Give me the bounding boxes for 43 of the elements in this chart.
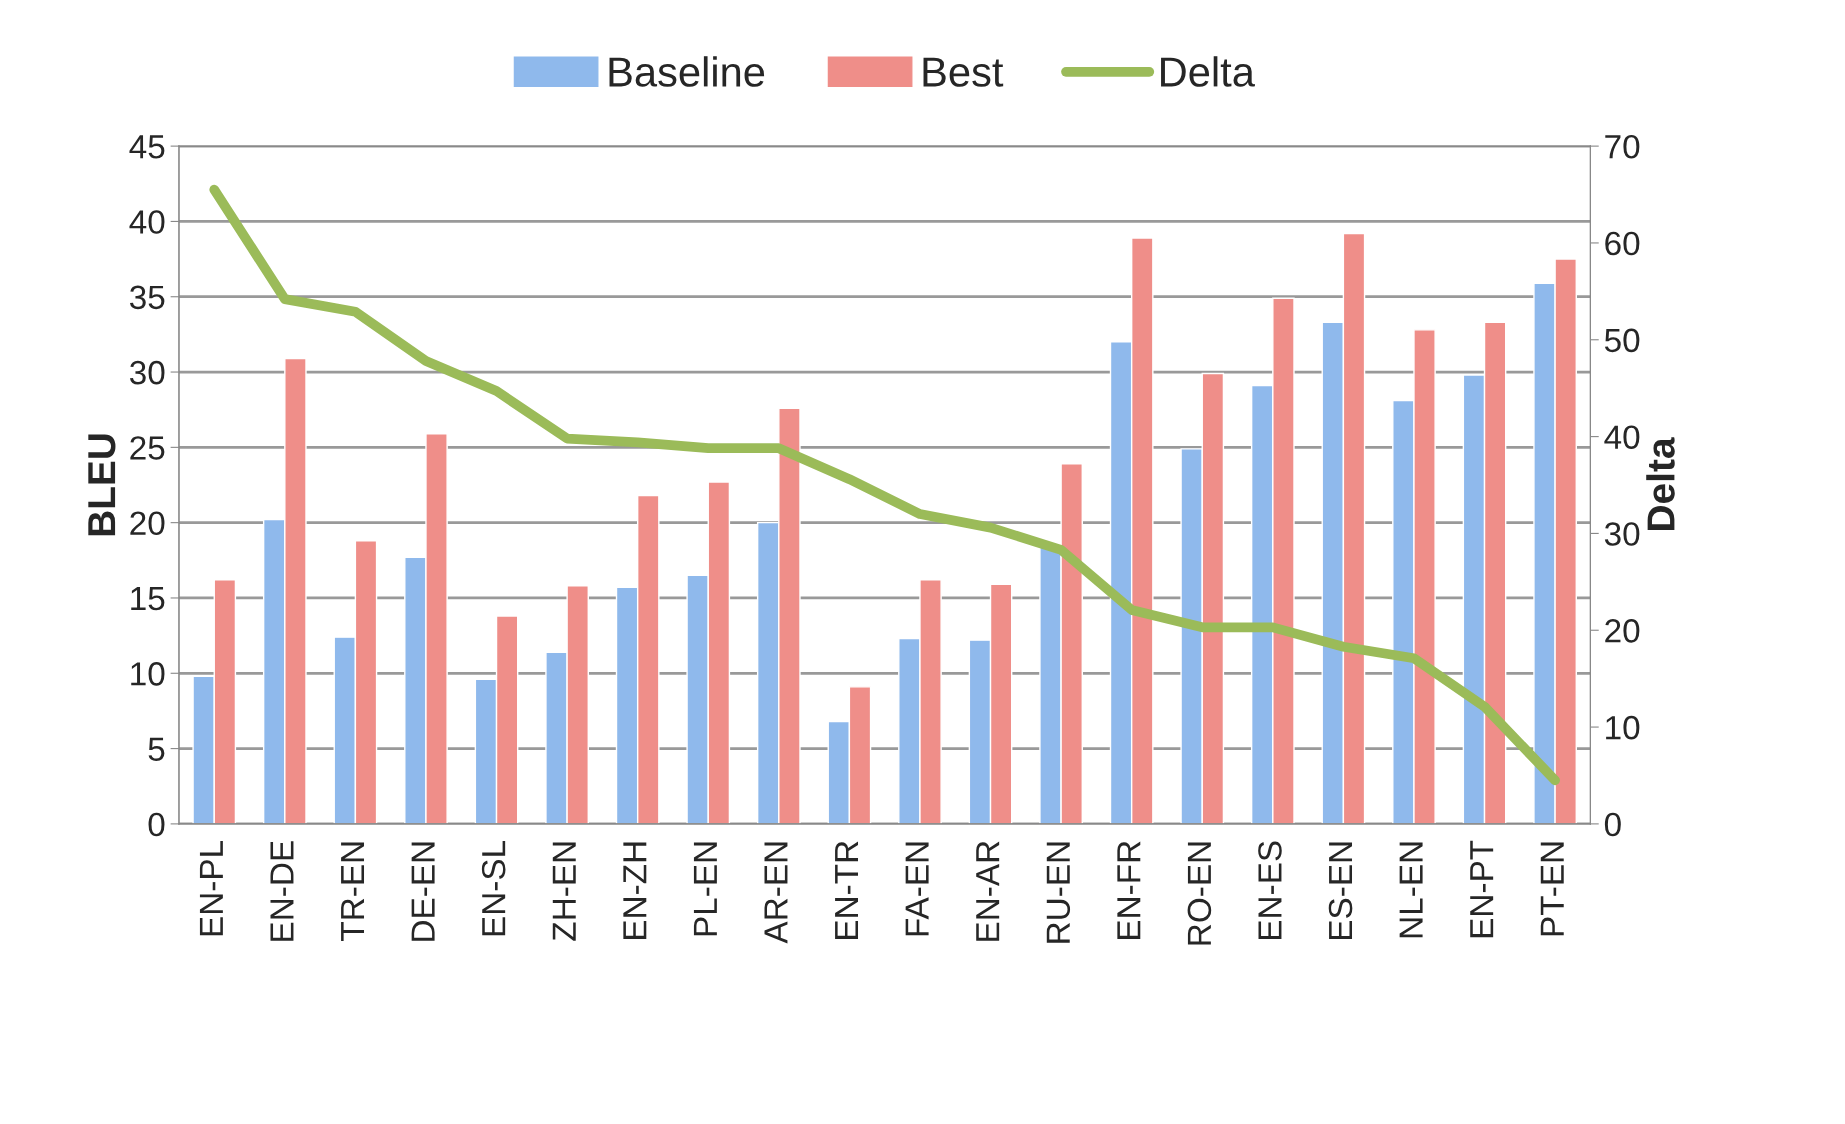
x-tick-label: EN-PT — [1470, 840, 1494, 938]
x-tick-label: EN-ZH — [623, 842, 647, 939]
x-tick-label: EN-SL — [481, 840, 506, 936]
x-tick-label: PL-EN — [693, 842, 717, 936]
y-tick-label: 20 — [130, 511, 165, 536]
x-tick-label: EN-TR — [835, 841, 859, 939]
x-tick-label: ZH-EN — [552, 842, 576, 941]
y-tick-label: 15 — [131, 587, 165, 611]
y-axis-title: BLEU — [88, 434, 116, 536]
x-tick-label: EN-DE — [270, 841, 294, 941]
x-tick-label: EN-FR — [1117, 841, 1141, 939]
y-tick-label: 45 — [129, 135, 165, 159]
x-tick-label: EN-AR — [976, 841, 1000, 941]
x-tick-label: RO-EN — [1187, 842, 1212, 945]
x-tick-label: DE-EN — [411, 842, 435, 941]
y-tick-label: 40 — [129, 210, 165, 234]
y-tick-label: 35 — [129, 285, 165, 310]
y-tick-label: 5 — [148, 737, 165, 761]
x-tick-label: FA-EN — [905, 842, 929, 936]
y-tick-label: 25 — [130, 436, 165, 460]
y2-tick-label: 30 — [1604, 522, 1640, 546]
y2-tick-label: 40 — [1604, 425, 1640, 449]
x-tick-label: EN-PL — [199, 840, 223, 936]
y2-tick-label: 70 — [1605, 134, 1640, 159]
y-tick-label: 10 — [131, 662, 165, 686]
y2-axis-title: Delta — [1646, 437, 1675, 530]
y-tick-label: 30 — [129, 360, 165, 385]
y2-tick-label: 0 — [1604, 812, 1621, 837]
x-tick-label: ES-EN — [1328, 842, 1353, 939]
x-tick-label: RU-EN — [1046, 842, 1071, 943]
y-tick-label: 0 — [148, 812, 165, 837]
y2-tick-label: 20 — [1605, 619, 1640, 643]
x-tick-label: AR-EN — [764, 842, 788, 944]
y2-tick-label: 50 — [1604, 328, 1640, 353]
y2-tick-label: 10 — [1606, 715, 1640, 740]
legend-label: Baseline — [609, 56, 765, 87]
x-tick-label: EN-ES — [1258, 841, 1282, 939]
legend-label: Delta — [1161, 56, 1255, 87]
y2-tick-label: 60 — [1605, 231, 1640, 256]
x-tick-label: NL-EN — [1399, 842, 1423, 938]
legend-label: Best — [923, 57, 1004, 87]
x-tick-label: PT-EN — [1540, 842, 1564, 936]
x-tick-label: TR-EN — [341, 842, 365, 941]
